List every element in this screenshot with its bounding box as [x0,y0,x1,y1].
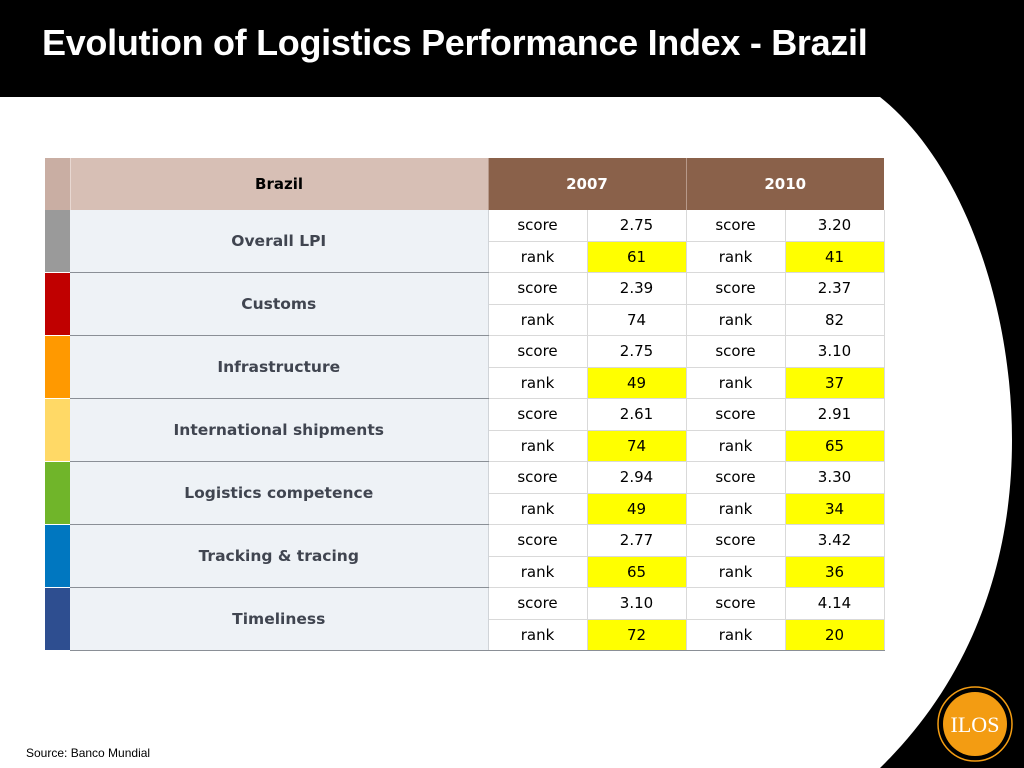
rank-label-2007: rank [488,367,588,399]
score-value-2010: 3.30 [785,461,885,494]
category-name: International shipments [70,398,489,462]
score-value-2010: 2.91 [785,398,885,431]
score-label-2007: score [488,524,588,557]
category-color-strip [45,587,70,651]
score-label-2010: score [686,272,786,305]
score-value-2010: 3.20 [785,210,885,242]
rank-value-2007: 65 [587,556,687,588]
score-value-2007: 2.94 [587,461,687,494]
category-name: Overall LPI [70,210,489,273]
score-label-2007: score [488,272,588,305]
table-body: Overall LPI score 2.75 score 3.20 rank 61 rank 4… [45,210,885,651]
rank-value-2007: 49 [587,367,687,399]
score-label-2007: score [488,398,588,431]
rank-value-2010: 20 [785,619,885,651]
category-name: Infrastructure [70,335,489,399]
table-row: rank 72 rank 20 [45,619,885,651]
table-row: rank 61 rank 41 [45,241,885,273]
rank-label-2007: rank [488,493,588,525]
rank-value-2007: 61 [587,241,687,273]
score-value-2010: 2.37 [785,272,885,305]
rank-label-2010: rank [686,493,786,525]
score-value-2010: 3.10 [785,335,885,368]
score-label-2007: score [488,587,588,620]
table-row: Tracking & tracing score 2.77 score 3.42 [45,524,885,588]
category-name: Customs [70,272,489,336]
table-header-row: Brazil 2007 2010 [45,158,884,210]
rank-value-2007: 72 [587,619,687,651]
table-row: rank 74 rank 82 [45,304,885,336]
rank-value-2010: 65 [785,430,885,462]
lpi-table: Brazil 2007 2010 Overall LPI score 2.75 sco… [45,158,885,651]
score-label-2007: score [488,210,588,242]
header-year-2007: 2007 [487,158,686,210]
table-row: International shipments score 2.61 score 2.9… [45,398,885,462]
rank-label-2010: rank [686,619,786,651]
rank-label-2007: rank [488,241,588,273]
table-row: Overall LPI score 2.75 score 3.20 [45,210,885,273]
rank-value-2010: 37 [785,367,885,399]
table-row: rank 74 rank 65 [45,430,885,462]
table-row: Logistics competence score 2.94 score 3.30 [45,461,885,525]
table-row: Customs score 2.39 score 2.37 [45,272,885,336]
rank-value-2007: 49 [587,493,687,525]
rank-value-2010: 34 [785,493,885,525]
rank-value-2010: 36 [785,556,885,588]
score-value-2007: 2.61 [587,398,687,431]
score-label-2007: score [488,461,588,494]
table-row: rank 49 rank 34 [45,493,885,525]
category-name: Timeliness [70,587,489,651]
rank-label-2010: rank [686,304,786,336]
score-value-2010: 3.42 [785,524,885,557]
table-row: Timeliness score 3.10 score 4.14 [45,587,885,651]
score-label-2007: score [488,335,588,368]
header-strip-cell [45,158,71,210]
score-value-2007: 2.75 [587,210,687,242]
category-color-strip [45,461,70,525]
score-label-2010: score [686,335,786,368]
ilos-logo: ILOS [937,686,1013,762]
rank-label-2007: rank [488,304,588,336]
category-color-strip [45,335,70,399]
score-label-2010: score [686,398,786,431]
rank-value-2007: 74 [587,304,687,336]
rank-label-2007: rank [488,556,588,588]
category-color-strip [45,210,70,273]
score-label-2010: score [686,587,786,620]
rank-label-2007: rank [488,619,588,651]
table-row: rank 49 rank 37 [45,367,885,399]
rank-label-2010: rank [686,556,786,588]
source-note: Source: Banco Mundial [26,746,151,760]
rank-label-2010: rank [686,241,786,273]
category-color-strip [45,524,70,588]
score-value-2007: 2.75 [587,335,687,368]
category-color-strip [45,272,70,336]
score-value-2010: 4.14 [785,587,885,620]
category-name: Logistics competence [70,461,489,525]
score-value-2007: 2.39 [587,272,687,305]
table-row: Infrastructure score 2.75 score 3.10 [45,335,885,399]
svg-text:ILOS: ILOS [951,712,1000,737]
score-label-2010: score [686,210,786,242]
header-year-2010: 2010 [685,158,884,210]
score-label-2010: score [686,461,786,494]
rank-value-2010: 41 [785,241,885,273]
rank-value-2010: 82 [785,304,885,336]
score-value-2007: 3.10 [587,587,687,620]
rank-label-2010: rank [686,367,786,399]
header-country: Brazil [70,158,488,210]
table-row: rank 65 rank 36 [45,556,885,588]
rank-label-2010: rank [686,430,786,462]
category-color-strip [45,398,70,462]
rank-value-2007: 74 [587,430,687,462]
rank-label-2007: rank [488,430,588,462]
score-value-2007: 2.77 [587,524,687,557]
category-name: Tracking & tracing [70,524,489,588]
score-label-2010: score [686,524,786,557]
page-title: Evolution of Logistics Performance Index… [42,22,868,63]
